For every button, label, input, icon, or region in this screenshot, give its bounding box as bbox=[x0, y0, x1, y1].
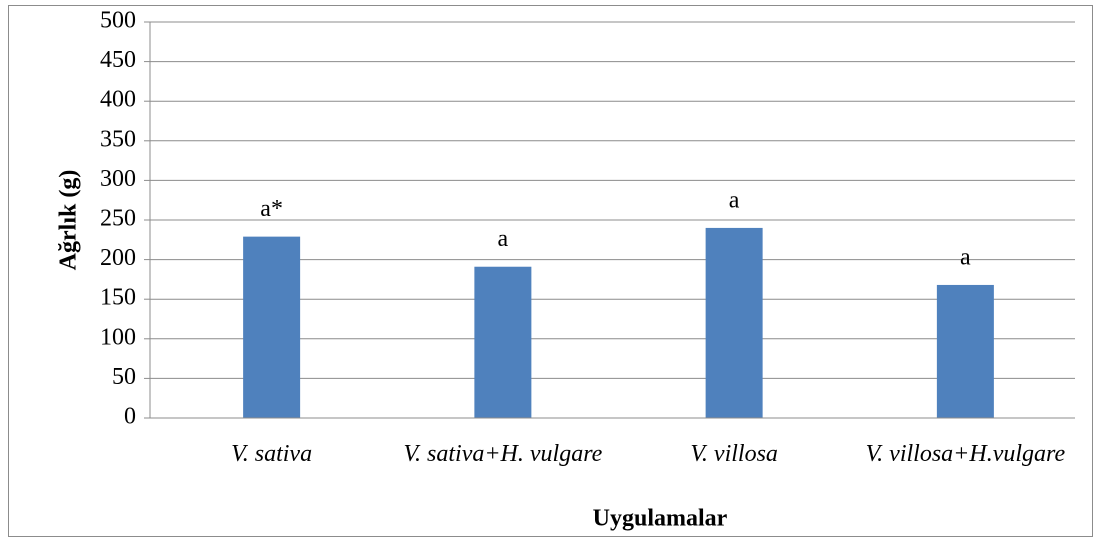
chart-border bbox=[8, 5, 1093, 537]
y-tick-label: 250 bbox=[100, 206, 136, 232]
y-tick-label: 100 bbox=[100, 324, 136, 350]
bar bbox=[243, 236, 301, 418]
y-tick-label: 0 bbox=[124, 404, 136, 430]
x-tick-label: V. villosa+H.vulgare bbox=[866, 441, 1066, 467]
y-tick-label: 200 bbox=[100, 245, 136, 271]
y-axis-title: Ağrlık (g) bbox=[56, 170, 82, 271]
y-tick-label: 500 bbox=[100, 8, 136, 34]
y-tick-label: 300 bbox=[100, 166, 136, 192]
y-tick-label: 50 bbox=[112, 364, 136, 390]
bar-annotation: a bbox=[498, 226, 509, 252]
y-tick-label: 350 bbox=[100, 126, 136, 152]
bar-annotation: a bbox=[960, 244, 971, 270]
y-tick-label: 450 bbox=[100, 47, 136, 73]
x-tick-label: V. villosa bbox=[690, 441, 778, 467]
x-tick-label: V. sativa bbox=[231, 441, 312, 467]
bar-annotation: a* bbox=[260, 196, 283, 222]
bar bbox=[936, 284, 994, 418]
bar-annotation: a bbox=[729, 187, 740, 213]
bar bbox=[705, 227, 763, 418]
x-tick-label: V. sativa+H. vulgare bbox=[403, 441, 602, 467]
x-axis-title: Uygulamalar bbox=[593, 506, 728, 532]
y-tick-label: 400 bbox=[100, 87, 136, 113]
y-tick-label: 150 bbox=[100, 285, 136, 311]
bar bbox=[474, 266, 532, 418]
